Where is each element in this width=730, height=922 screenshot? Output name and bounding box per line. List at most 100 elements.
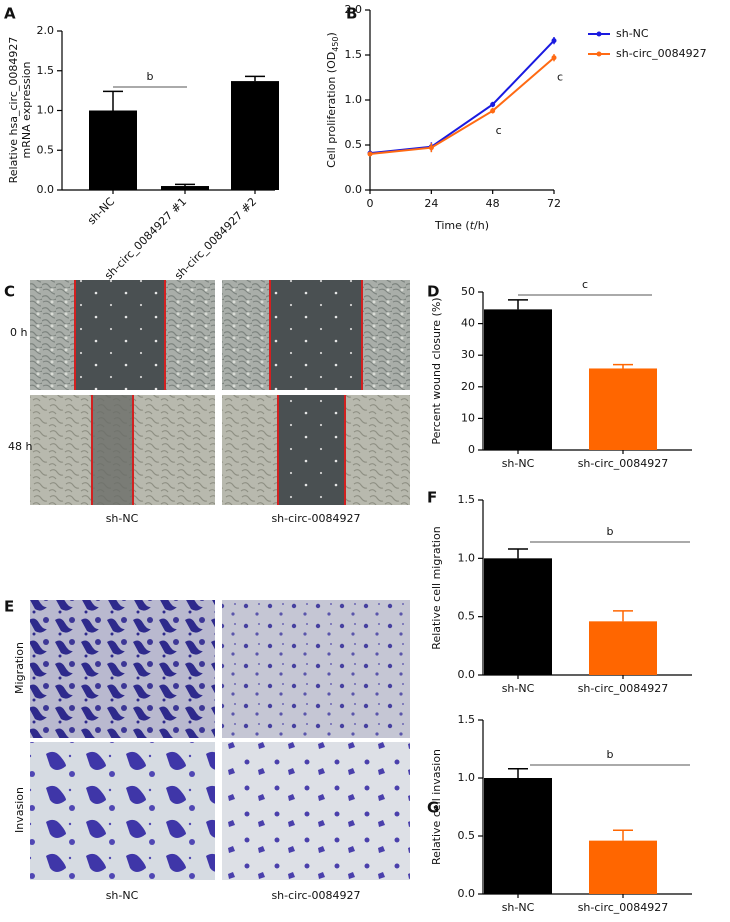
y-tick-label: 2.0	[37, 24, 55, 37]
image-gap	[270, 280, 362, 390]
y-tick-label: 0.0	[345, 183, 363, 196]
bar	[589, 621, 657, 675]
y-tick-label: 0.5	[458, 829, 476, 842]
bar	[589, 840, 657, 894]
image	[222, 742, 410, 880]
column-label: sh-NC	[106, 512, 139, 525]
bar	[89, 110, 137, 190]
point	[367, 151, 373, 157]
column-label: sh-circ-0084927	[271, 889, 360, 902]
y-tick-label: 0.5	[345, 138, 363, 151]
x-axis-label-part: /h)	[474, 219, 489, 232]
y-tick-label: 1.0	[37, 104, 55, 117]
y-axis-label-part: 450	[331, 36, 340, 51]
row-label: 48 h	[8, 440, 32, 453]
x-tick-label: 72	[547, 197, 561, 210]
y-axis-label: Relative cell migration	[430, 526, 443, 649]
point	[490, 108, 496, 114]
y-tick-label: 1.5	[37, 64, 55, 77]
x-tick-label: sh-circ_0084927	[578, 901, 669, 914]
row-label: Invasion	[13, 787, 26, 833]
x-tick-label: 0	[367, 197, 374, 210]
significance-label: b	[607, 525, 614, 538]
x-tick-label: sh-NC	[85, 195, 117, 227]
y-axis-label: Relative cell invasion	[430, 749, 443, 865]
x-axis-label-part: t	[470, 219, 475, 232]
significance-label: b	[147, 70, 154, 83]
y-axis-label: Cell proliferation (OD450)	[325, 32, 340, 168]
image	[222, 600, 410, 738]
x-tick-label: 48	[486, 197, 500, 210]
y-axis-label: Percent wound closure (%)	[430, 297, 443, 444]
y-tick-label: 2.0	[345, 3, 363, 16]
bar	[484, 558, 552, 675]
bar	[161, 186, 209, 190]
series-line	[369, 39, 555, 155]
legend-marker	[596, 51, 602, 57]
y-axis-label-part: )	[325, 32, 338, 36]
x-tick-label: sh-circ_0084927	[578, 457, 669, 470]
panel-label: D	[427, 283, 439, 301]
y-tick-label: 1.5	[458, 713, 476, 726]
y-tick-label: 1.0	[458, 771, 476, 784]
point	[551, 55, 557, 61]
bar	[231, 81, 279, 190]
panel-label: B	[346, 5, 357, 23]
y-tick-label: 10	[461, 411, 475, 424]
y-tick-label: 1.5	[345, 48, 363, 61]
image-gap	[278, 395, 345, 505]
row-label: Migration	[13, 642, 26, 694]
panel-label: F	[427, 489, 437, 507]
y-tick-label: 30	[461, 348, 475, 361]
y-tick-label: 1.5	[458, 493, 476, 506]
y-tick-label: 0.0	[37, 183, 55, 196]
point	[490, 102, 496, 107]
panel-e-images	[30, 600, 410, 880]
y-tick-label: 50	[461, 285, 475, 298]
y-axis-label: Relative hsa_circ_0084927	[7, 37, 20, 184]
x-tick-label: sh-NC	[502, 901, 535, 914]
y-tick-label: 1.0	[458, 551, 476, 564]
annotation: c	[557, 71, 563, 84]
column-label: sh-circ-0084927	[271, 512, 360, 525]
y-axis-label-part: Cell proliferation (OD	[325, 52, 338, 168]
panel-label: A	[4, 5, 16, 23]
y-tick-label: 1.0	[345, 93, 363, 106]
y-tick-label: 20	[461, 380, 475, 393]
significance-label: c	[582, 278, 588, 291]
point	[551, 38, 557, 44]
x-tick-label: sh-NC	[502, 457, 535, 470]
bar	[484, 309, 552, 450]
y-tick-label: 0	[468, 443, 475, 456]
legend-label: sh-circ_0084927	[616, 47, 707, 60]
annotation: c	[496, 124, 502, 137]
y-tick-label: 0.5	[458, 610, 476, 623]
x-tick-label: sh-NC	[502, 682, 535, 695]
y-tick-label: 0.0	[458, 668, 476, 681]
panel-label: C	[4, 283, 15, 301]
x-tick-label: 24	[424, 197, 438, 210]
point	[428, 145, 434, 151]
image	[30, 600, 215, 738]
row-label: 0 h	[10, 326, 27, 339]
x-axis-label: Time (t/h)	[434, 219, 489, 232]
bar	[484, 778, 552, 894]
image-gap	[75, 280, 165, 390]
y-tick-label: 40	[461, 317, 475, 330]
y-tick-label: 0.0	[458, 887, 476, 900]
series-line	[369, 56, 555, 155]
panel-label: G	[427, 799, 439, 817]
x-tick-label: sh-circ_0084927	[578, 682, 669, 695]
column-label: sh-NC	[106, 889, 139, 902]
panel-c-images	[30, 280, 410, 505]
bar	[589, 368, 657, 450]
panel-label: E	[4, 598, 14, 616]
legend-label: sh-NC	[616, 27, 649, 40]
legend-marker	[596, 31, 602, 37]
y-tick-label: 0.5	[37, 143, 55, 156]
x-axis-label-part: Time (	[434, 219, 470, 232]
significance-label: b	[607, 748, 614, 761]
image	[30, 742, 215, 880]
image-gap	[92, 395, 133, 505]
